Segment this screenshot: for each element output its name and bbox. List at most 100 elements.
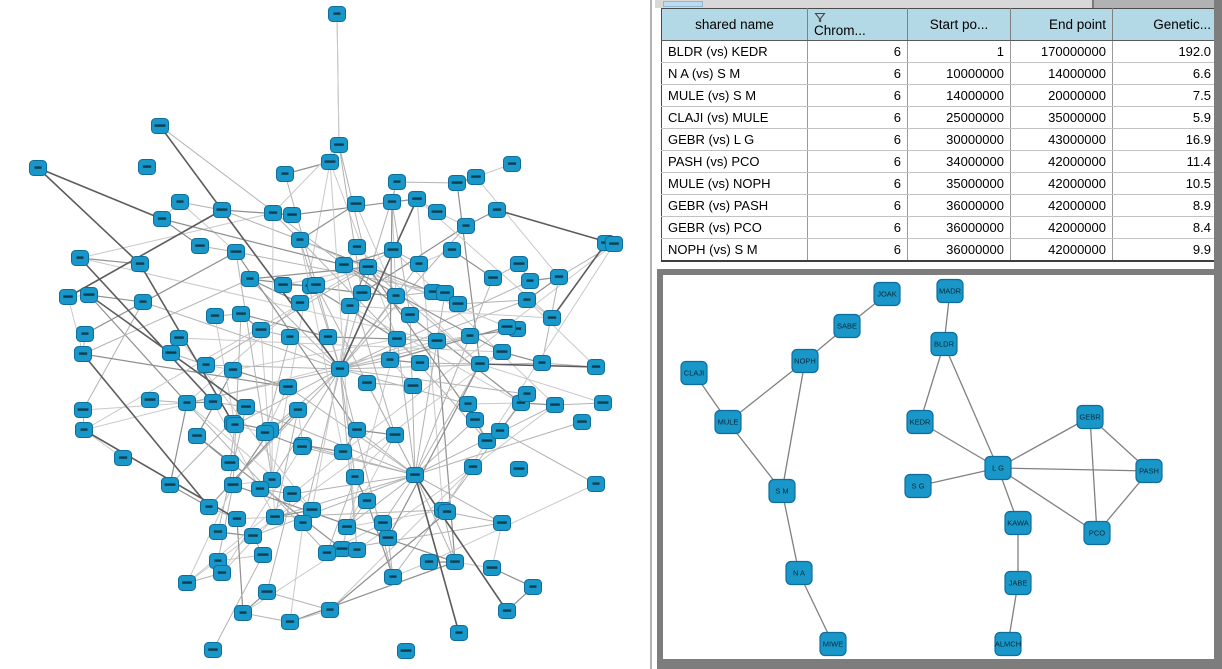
table-scrollbar[interactable] [655,0,1222,8]
network-edge[interactable] [416,198,444,511]
table-cell[interactable]: 6 [807,194,908,217]
column-header[interactable]: Chrom... [807,8,908,41]
network-node[interactable] [348,239,366,255]
table-cell[interactable]: GEBR (vs) L G [661,128,808,151]
network-edge[interactable] [269,368,341,431]
network-node[interactable] [232,306,250,322]
table-row[interactable]: GEBR (vs) PASH 6 36000000 42000000 8.9 [661,194,1218,217]
network-node[interactable]: ALMCH [994,631,1022,657]
table-row[interactable]: MULE (vs) NOPH 6 35000000 42000000 10.5 [661,172,1218,195]
network-node[interactable] [321,602,339,618]
table-cell[interactable]: 11.4 [1112,150,1218,173]
network-edge[interactable] [414,474,503,524]
network-edge[interactable] [299,239,341,370]
network-edge[interactable] [83,340,438,431]
network-node[interactable] [346,469,364,485]
network-node[interactable] [209,553,227,569]
network-edge[interactable] [289,561,456,623]
network-node[interactable] [498,603,516,619]
network-edge[interactable] [161,218,345,266]
network-node[interactable] [256,425,274,441]
network-node[interactable] [406,467,424,483]
network-edge[interactable] [79,257,141,265]
network-node[interactable] [428,204,446,220]
network-edge[interactable] [221,444,304,574]
network-edge[interactable] [169,402,188,486]
network-node[interactable] [206,308,224,324]
network-node[interactable] [151,118,169,134]
network-node[interactable] [289,402,307,418]
network-edge[interactable] [274,474,416,518]
table-cell[interactable]: 6 [807,106,908,129]
network-node[interactable] [446,554,464,570]
table-row[interactable]: BLDR (vs) KEDR 6 1 170000000 192.0 [661,40,1218,63]
column-header[interactable]: Start po... [907,8,1011,41]
network-node[interactable] [341,298,359,314]
network-edge[interactable] [339,198,418,370]
network-edge[interactable] [367,266,481,365]
network-edge[interactable] [329,511,448,611]
network-edge[interactable] [212,554,264,651]
network-node[interactable] [307,277,325,293]
network-node[interactable]: KEDR [906,409,934,435]
network-node[interactable] [459,396,477,412]
network-edge[interactable] [339,368,356,478]
network-node[interactable] [338,519,356,535]
network-edge[interactable] [79,257,214,403]
network-edge[interactable] [299,239,344,453]
network-node[interactable] [319,329,337,345]
table-cell[interactable]: 6.6 [1112,62,1218,85]
network-node[interactable] [333,541,351,557]
network-node[interactable]: PCO [1083,520,1111,546]
network-node[interactable] [331,361,349,377]
network-node[interactable] [178,575,196,591]
network-edge[interactable] [382,474,416,524]
network-node[interactable] [226,417,244,433]
network-node[interactable] [251,481,269,497]
network-node[interactable] [29,160,47,176]
table-cell[interactable]: MULE (vs) NOPH [661,172,808,195]
network-node[interactable]: CLAJI [680,360,708,386]
network-node[interactable] [71,250,89,266]
network-node[interactable] [466,412,484,428]
network-edge[interactable] [221,209,301,241]
network-edge[interactable] [291,201,393,216]
network-node[interactable] [348,542,366,558]
network-edge[interactable] [67,209,223,298]
panel-splitter[interactable] [650,0,652,669]
network-node[interactable] [291,232,309,248]
network-node[interactable] [587,359,605,375]
network-node[interactable]: BLDR [930,331,958,357]
network-node[interactable] [518,292,536,308]
column-header[interactable]: End point [1010,8,1113,41]
network-edge[interactable] [346,474,416,528]
network-node[interactable]: L G [984,455,1012,481]
network-edge[interactable] [342,243,615,453]
network-node[interactable] [383,194,401,210]
table-cell[interactable]: 1 [907,40,1011,63]
network-node[interactable] [171,194,189,210]
table-cell[interactable]: GEBR (vs) PCO [661,216,808,239]
network-node[interactable] [330,137,348,153]
table-cell[interactable]: 6 [807,40,908,63]
network-node[interactable] [493,344,511,360]
network-node[interactable] [76,326,94,342]
network-node[interactable]: PASH [1135,458,1163,484]
network-edge[interactable] [82,402,188,411]
network-node[interactable] [550,269,568,285]
network-node[interactable] [464,459,482,475]
network-node[interactable] [114,450,132,466]
network-node[interactable] [321,154,339,170]
network-node[interactable] [74,346,92,362]
table-cell[interactable]: 42000000 [1010,216,1113,239]
network-edge[interactable] [159,125,223,211]
network-node[interactable]: GEBR [1076,404,1104,430]
network-node[interactable] [347,196,365,212]
network-edge[interactable] [67,296,84,355]
table-row[interactable]: PASH (vs) PCO 6 34000000 42000000 11.4 [661,150,1218,173]
network-edge[interactable] [142,301,341,370]
network-node[interactable] [353,285,371,301]
network-node[interactable] [266,509,284,525]
network-edge[interactable] [341,522,503,550]
network-node[interactable] [510,256,528,272]
